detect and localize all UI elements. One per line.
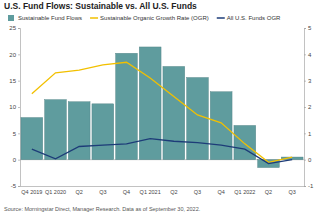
y-axis: -5 0 5 10 15 20 25 <box>9 25 20 189</box>
y-axis-tick-mark <box>18 160 20 161</box>
x-axis-tick-label: Q3 <box>194 189 201 195</box>
y-axis-tick-mark <box>18 54 20 55</box>
y-axis-tick-label: 10 <box>9 104 16 110</box>
x-axis-tick: Q4 <box>217 186 224 195</box>
x-axis-tick: Q2 <box>265 186 272 195</box>
bar <box>45 100 67 160</box>
line <box>32 139 292 164</box>
y-axis-tick-mark <box>18 28 20 29</box>
y2-axis-tick-label: 5 <box>308 25 312 31</box>
y2-axis-tick-mark <box>304 28 306 29</box>
x-axis-tick: Q3 <box>99 186 106 195</box>
y-axis-tick: 0 <box>13 157 20 163</box>
y2-axis-tick-label: 3 <box>308 78 312 84</box>
x-axis-tick: Q2 <box>75 186 82 195</box>
y2-axis-tick: 3 <box>304 78 312 84</box>
y-axis-tick-mark <box>18 81 20 82</box>
legend-swatch <box>217 17 225 19</box>
y-axis-tick-mark <box>18 133 20 134</box>
x-axis-tick-label: Q1 2020 <box>45 189 66 195</box>
y2-axis-tick-label: 0 <box>308 157 312 163</box>
legend-label: Sustainable Fund Flows <box>18 15 82 21</box>
y2-axis-tick: 4 <box>304 52 312 58</box>
y-axis-tick-label: 15 <box>9 78 16 84</box>
x-axis: Q4 2019Q1 2020 Q2 Q3 Q4 Q1 2021 Q2 Q3 Q4 Q1 2022… <box>21 186 305 195</box>
y-axis-tick-mark <box>18 107 20 108</box>
y2-axis-tick: -1 <box>304 183 314 189</box>
y2-axis-line <box>305 29 307 187</box>
y2-axis-tick-mark <box>304 160 306 161</box>
y-axis-tick: 5 <box>13 131 20 137</box>
bar <box>139 47 161 160</box>
source: Source: Morningstar Direct, Manager Rese… <box>4 206 201 212</box>
y-axis-tick: -5 <box>11 183 20 189</box>
legend-label: Sustainable Organic Growth Rate (OGR) <box>100 15 209 21</box>
x-axis-tick: Q3 <box>288 186 295 195</box>
y-axis-tick-label: -5 <box>11 183 17 189</box>
legend: Sustainable Fund Flows Sustainable Organi… <box>8 15 281 21</box>
x-axis-tick-label: Q4 <box>217 189 224 195</box>
x-axis-tick-label: Q2 <box>75 189 82 195</box>
y-axis-tick-label: 0 <box>13 157 17 163</box>
y2-axis-tick-mark <box>304 133 306 134</box>
bar <box>210 92 232 160</box>
legend-swatch <box>90 17 98 19</box>
legend-label: All U.S. Funds OGR <box>227 15 281 21</box>
title: U.S. Fund Flows: Sustainable vs. All U.S… <box>4 1 197 11</box>
x-axis-tick: Q4 2019 <box>21 186 42 195</box>
x-axis-line <box>21 186 305 187</box>
y2-axis-tick-mark <box>304 107 306 108</box>
y-axis-tick-mark <box>18 186 20 187</box>
y-axis-tick: 25 <box>9 25 20 31</box>
y-axis-tick: 20 <box>9 52 20 58</box>
bar <box>92 104 114 160</box>
y2-axis-tick-label: -1 <box>308 183 314 189</box>
y-axis-tick-label: 25 <box>9 25 16 31</box>
x-axis-tick-label: Q1 2022 <box>234 189 255 195</box>
y-axis-tick: 15 <box>9 78 20 84</box>
marks <box>20 47 304 168</box>
bar <box>187 78 209 160</box>
bar <box>21 118 43 160</box>
x-axis-tick: Q2 <box>170 186 177 195</box>
y2-axis-tick-mark <box>304 81 306 82</box>
x-axis-tick-label: Q3 <box>99 189 106 195</box>
x-axis-tick-label: Q4 2019 <box>21 189 42 195</box>
y-axis-tick-label: 20 <box>9 52 16 58</box>
plot: -50510152025-1012345Q4 2019Q1 2020Q2Q3Q4… <box>9 25 314 194</box>
x-axis-tick-label: Q2 <box>265 189 272 195</box>
y-axis-line <box>18 29 21 187</box>
x-axis-tick-label: Q3 <box>288 189 295 195</box>
legend-item: Sustainable Organic Growth Rate (OGR) <box>90 15 209 21</box>
x-axis-tick-label: Q2 <box>170 189 177 195</box>
y2-axis-tick: 1 <box>304 131 312 137</box>
x-axis-tick: Q3 <box>194 186 201 195</box>
x-axis-tick-label: Q4 <box>123 189 130 195</box>
x-axis-tick: Q1 2021 <box>140 186 161 195</box>
y2-axis-tick-label: 1 <box>308 131 312 137</box>
y-axis-tick-label: 5 <box>13 131 17 137</box>
x-axis-tick-label: Q1 2021 <box>140 189 161 195</box>
y2-axis-tick: 5 <box>304 25 312 31</box>
y2-axis-tick-mark <box>304 54 306 55</box>
legend-item: Sustainable Fund Flows <box>8 15 82 21</box>
y2-axis: -1 0 1 2 3 4 5 <box>304 25 314 189</box>
y2-axis-tick: 2 <box>304 104 312 110</box>
y2-axis-tick-label: 4 <box>308 52 312 58</box>
x-axis-tick: Q4 <box>123 186 130 195</box>
y2-axis-tick: 0 <box>304 157 312 163</box>
chart: U.S. Fund Flows: Sustainable vs. All U.S… <box>0 0 320 214</box>
legend-item: All U.S. Funds OGR <box>217 15 281 21</box>
y-axis-tick: 10 <box>9 104 20 110</box>
x-axis-tick: Q1 2020 <box>45 186 66 195</box>
bar <box>163 66 185 159</box>
y2-axis-tick-label: 2 <box>308 104 312 110</box>
line <box>32 62 292 162</box>
legend-swatch <box>8 15 14 21</box>
x-axis-tick: Q1 2022 <box>234 186 255 195</box>
